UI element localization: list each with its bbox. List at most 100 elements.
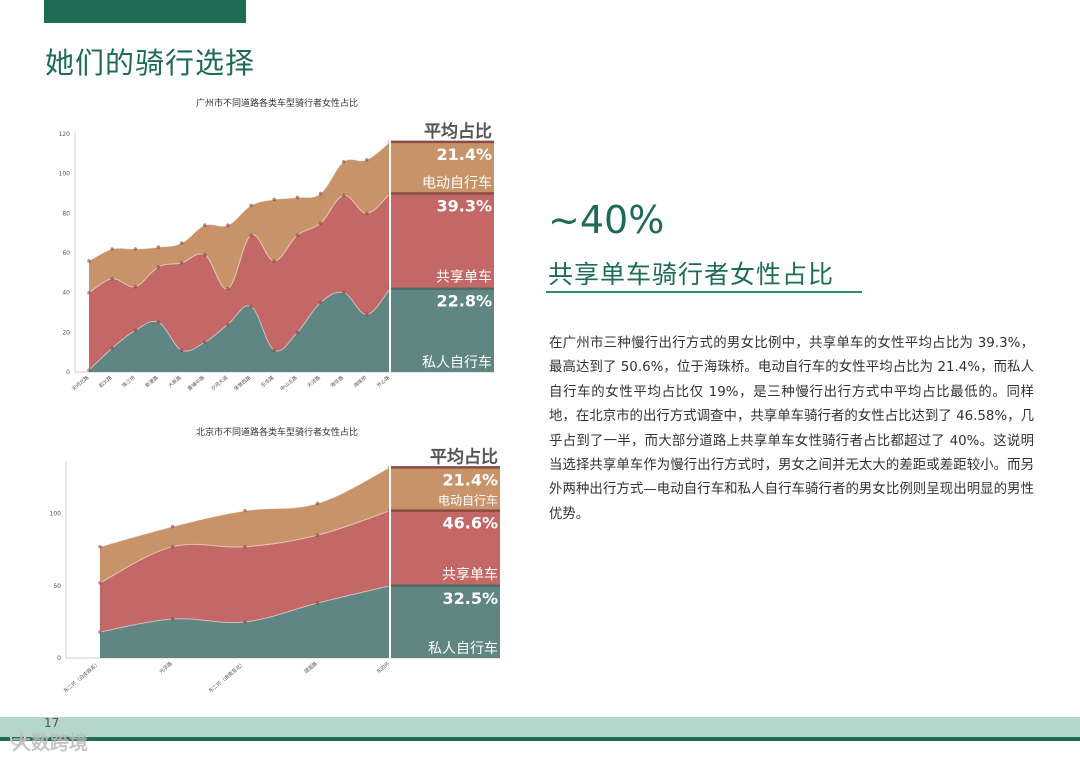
data-point-shared xyxy=(318,221,323,226)
sidebar-band-private xyxy=(390,585,500,658)
data-point-private xyxy=(365,312,369,317)
sidebar-band-shared xyxy=(390,510,500,586)
data-point-ebike xyxy=(170,524,175,529)
data-point-private xyxy=(179,348,184,352)
top-accent-bar xyxy=(44,0,246,23)
private-avg-value: 22.8% xyxy=(436,292,492,311)
data-point-shared xyxy=(98,581,102,585)
data-point-private xyxy=(295,330,300,335)
private-avg-value: 32.5% xyxy=(442,589,498,608)
page-number: 17 xyxy=(44,716,60,730)
data-point-shared xyxy=(179,261,184,265)
data-point-private xyxy=(318,300,323,305)
data-point-shared xyxy=(170,544,175,549)
data-point-shared xyxy=(226,286,230,291)
sidebar-band-private xyxy=(390,288,494,372)
y-tick-label: 50 xyxy=(53,583,61,590)
beijing-chart-title: 北京市不同道路各类车型骑行者女性占比 xyxy=(196,428,359,438)
private-name: 私人自行车 xyxy=(422,354,492,371)
shared-name: 共享单车 xyxy=(436,269,492,286)
data-point-private xyxy=(226,322,230,327)
y-tick-label: 20 xyxy=(62,329,70,336)
data-point-private xyxy=(110,346,114,351)
data-point-shared xyxy=(243,544,247,549)
data-point-ebike xyxy=(110,247,114,251)
data-point-private xyxy=(341,290,346,295)
y-tick-label: 100 xyxy=(59,171,71,178)
body-paragraph: 在广州市三种慢行出行方式的男女比例中，共享单车的女性平均占比为 39.3%，最高… xyxy=(549,336,1034,522)
data-point-shared xyxy=(133,284,138,289)
area-edge-ebike xyxy=(88,141,391,262)
data-point-private xyxy=(202,340,207,345)
data-point-ebike xyxy=(133,247,138,251)
sidebar-band-shared xyxy=(390,193,494,289)
sidebar-header: 平均占比 xyxy=(424,121,492,142)
x-tick-label: 光华路 xyxy=(158,660,174,675)
data-point-ebike xyxy=(98,544,102,549)
data-point-shared xyxy=(156,265,161,269)
data-point-ebike xyxy=(243,508,247,513)
data-point-shared xyxy=(87,290,91,295)
ebike-name: 电动自行车 xyxy=(438,493,498,508)
data-point-private xyxy=(98,630,102,634)
data-point-ebike xyxy=(315,501,320,506)
ebike-avg-value: 21.4% xyxy=(436,145,492,164)
data-point-ebike xyxy=(341,159,346,164)
data-point-ebike xyxy=(318,191,323,196)
data-point-shared xyxy=(315,533,320,538)
highlight-value: ~40% xyxy=(548,198,665,242)
page-title: 她们的骑行选择 xyxy=(45,46,256,80)
y-tick-label: 0 xyxy=(57,655,61,662)
footer-band xyxy=(0,717,1080,737)
ebike-avg-value: 21.4% xyxy=(442,470,498,489)
data-point-private xyxy=(249,304,253,309)
sidebar-band-ebike xyxy=(390,141,494,194)
y-tick-label: 0 xyxy=(66,369,70,376)
highlight-label: 共享单车骑行者女性占比 xyxy=(548,260,835,289)
data-point-shared xyxy=(110,276,114,281)
data-point-private xyxy=(170,617,175,621)
data-point-private xyxy=(156,320,161,325)
y-tick-label: 100 xyxy=(50,511,62,518)
shared-avg-value: 39.3% xyxy=(436,197,492,216)
watermark-logo-icon xyxy=(10,730,26,746)
area-edge-shared xyxy=(88,193,391,294)
ebike-name: 电动自行车 xyxy=(422,175,492,192)
shared-name: 共享单车 xyxy=(442,566,498,583)
data-point-shared xyxy=(272,259,277,263)
data-point-ebike xyxy=(249,203,253,208)
highlight-underline xyxy=(546,291,862,293)
data-point-ebike xyxy=(202,223,207,228)
y-tick-label: 120 xyxy=(59,131,71,138)
data-point-private xyxy=(243,620,247,624)
data-point-ebike xyxy=(179,241,184,245)
sidebar-header: 平均占比 xyxy=(430,446,498,467)
watermark-text: 大数跨境 xyxy=(12,732,89,754)
data-point-private xyxy=(133,328,138,333)
data-point-shared xyxy=(295,233,300,237)
guangzhou-chart-title: 广州市不同道路各类车型骑行者女性占比 xyxy=(196,99,359,109)
data-point-private xyxy=(315,601,320,605)
data-point-shared xyxy=(341,193,346,198)
data-point-private xyxy=(272,348,277,352)
x-tick-label: 东四环 xyxy=(375,660,391,675)
x-tick-label: 建国路 xyxy=(303,660,319,675)
data-point-ebike xyxy=(272,197,277,202)
data-point-ebike xyxy=(365,157,369,162)
y-tick-label: 40 xyxy=(62,290,70,297)
private-name: 私人自行车 xyxy=(428,640,498,657)
footer-line xyxy=(0,737,1080,741)
y-tick-label: 80 xyxy=(62,210,70,217)
data-point-shared xyxy=(249,233,253,237)
x-tick-label: 东二环（由南至北） xyxy=(207,660,246,694)
data-point-shared xyxy=(202,253,207,257)
sidebar-band-ebike xyxy=(390,467,500,511)
data-point-ebike xyxy=(295,195,300,200)
y-tick-label: 60 xyxy=(62,250,70,257)
x-tick-label: 东二环（白皮肤系） xyxy=(62,660,101,694)
data-point-ebike xyxy=(156,245,161,249)
data-point-shared xyxy=(365,211,369,216)
data-point-ebike xyxy=(87,259,91,263)
